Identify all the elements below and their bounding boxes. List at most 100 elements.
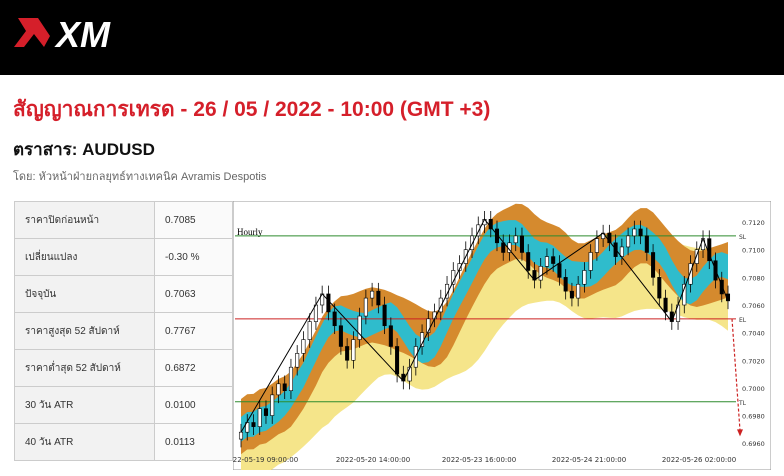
xm-logo-icon[interactable]: XM	[12, 14, 132, 52]
candle-body	[376, 290, 381, 306]
indicator-band-0	[241, 228, 728, 470]
candle-body	[719, 279, 724, 295]
stats-label: 30 วัน ATR	[14, 386, 155, 424]
candle-body	[332, 311, 337, 327]
y-tick-label: 0.6960	[742, 440, 765, 448]
stats-row: ราคาปิดก่อนหน้า 0.7085	[14, 201, 233, 239]
stats-value: 0.0113	[154, 423, 233, 461]
stats-value: 0.7085	[154, 201, 233, 239]
x-tick-label: 2022-05-19 09:00:00	[233, 456, 298, 464]
target-arrow-line	[731, 318, 741, 431]
candle-body	[326, 293, 331, 313]
stats-label: เปลี่ยนแปลง	[14, 238, 155, 276]
candle-body	[519, 235, 524, 253]
logo-text: XM	[54, 14, 111, 52]
instrument-heading: ตราสาร: AUDUSD	[13, 140, 155, 159]
candle-body	[251, 422, 256, 427]
candle-body	[357, 315, 362, 340]
candle-body	[426, 318, 431, 333]
candle-body	[457, 263, 462, 271]
chart-title: Hourly	[237, 227, 263, 237]
candle-body	[338, 325, 343, 347]
x-tick-label: 2022-05-23 16:00:00	[442, 456, 516, 464]
stats-row: เปลี่ยนแปลง -0.30 %	[14, 238, 233, 276]
candle-body	[263, 408, 268, 416]
stats-label: ราคาต่ำสุด 52 สัปดาห์	[14, 349, 155, 387]
x-tick-label: 2022-05-26 02:00:00	[662, 456, 736, 464]
candle-body	[551, 256, 556, 264]
candle-body	[682, 283, 687, 306]
level-label-el: EL	[739, 317, 747, 324]
stats-row: ราคาสูงสุด 52 สัปดาห์ 0.7767	[14, 312, 233, 350]
author-line: โดย: หัวหน้าฝ่ายกลยุทธ์ทางเทคนิค Avramis…	[13, 171, 267, 183]
top-header-bar: XM	[0, 0, 784, 75]
level-label-sl: SL	[739, 234, 747, 241]
zigzag-line	[240, 218, 729, 433]
stats-label: 40 วัน ATR	[14, 423, 155, 461]
candle-body	[363, 297, 368, 317]
stats-label: ปัจจุบัน	[14, 275, 155, 313]
page-title: สัญญาณการเทรด - 26 / 05 / 2022 - 10:00 (…	[13, 98, 491, 121]
price-chart: Hourly SL EL TL 0.7120 0.7100 0.7080 0.7060 0.70…	[233, 201, 771, 470]
candle-body	[607, 232, 612, 244]
x-tick-label: 2022-05-24 21:00:00	[552, 456, 626, 464]
candle-body	[557, 263, 562, 278]
candle-body	[582, 270, 587, 285]
y-tick-label: 0.7020	[742, 357, 765, 365]
y-tick-label: 0.7000	[742, 385, 765, 393]
candle-body	[388, 325, 393, 347]
candle-body	[626, 235, 631, 248]
candle-body	[694, 249, 699, 264]
candle-body	[476, 224, 481, 237]
candle-body	[544, 256, 549, 267]
y-tick-label: 0.7120	[742, 219, 765, 227]
y-tick-label: 0.6980	[742, 413, 765, 421]
y-tick-label: 0.7080	[742, 274, 765, 282]
y-tick-label: 0.7060	[742, 302, 765, 310]
stats-label: ราคาปิดก่อนหน้า	[14, 201, 155, 239]
candle-body	[701, 238, 706, 251]
x-tick-label: 2022-05-20 14:00:00	[336, 456, 410, 464]
candle-body	[513, 235, 518, 244]
stats-row: ราคาต่ำสุด 52 สัปดาห์ 0.6872	[14, 349, 233, 387]
candle-body	[301, 339, 306, 354]
candle-body	[576, 283, 581, 299]
candle-body	[632, 228, 637, 237]
stats-value: 0.7063	[154, 275, 233, 313]
candle-body	[657, 277, 662, 299]
candle-body	[282, 383, 287, 392]
candle-body	[351, 339, 356, 361]
candle-body	[295, 353, 300, 368]
candle-body	[526, 252, 531, 271]
candle-body	[644, 235, 649, 253]
candle-body	[563, 277, 568, 292]
candle-body	[270, 394, 275, 416]
candle-body	[538, 265, 543, 281]
stats-row: 30 วัน ATR 0.0100	[14, 386, 233, 424]
level-label-tl: TL	[738, 400, 747, 407]
candle-body	[382, 304, 387, 327]
candle-body	[469, 235, 475, 251]
candle-body	[370, 290, 375, 299]
candle-body	[688, 263, 693, 285]
candle-body	[395, 346, 400, 375]
candle-body	[288, 366, 293, 392]
candle-body	[588, 252, 593, 271]
stats-row: 40 วัน ATR 0.0113	[14, 423, 233, 461]
candle-body	[569, 290, 574, 299]
y-tick-label: 0.7040	[742, 330, 765, 338]
candle-body	[651, 252, 656, 278]
stats-value: -0.30 %	[154, 238, 233, 276]
candle-body	[438, 297, 443, 313]
candle-body	[345, 346, 350, 361]
candle-body	[276, 383, 281, 396]
candle-body	[307, 321, 312, 340]
stats-row: ปัจจุบัน 0.7063	[14, 275, 233, 313]
target-arrow-head	[737, 429, 743, 437]
stats-value: 0.6872	[154, 349, 233, 387]
stats-value: 0.7767	[154, 312, 233, 350]
stats-label: ราคาสูงสุด 52 สัปดาห์	[14, 312, 155, 350]
candle-body	[238, 431, 244, 440]
candle-body	[594, 238, 599, 253]
y-tick-label: 0.7100	[742, 247, 765, 255]
